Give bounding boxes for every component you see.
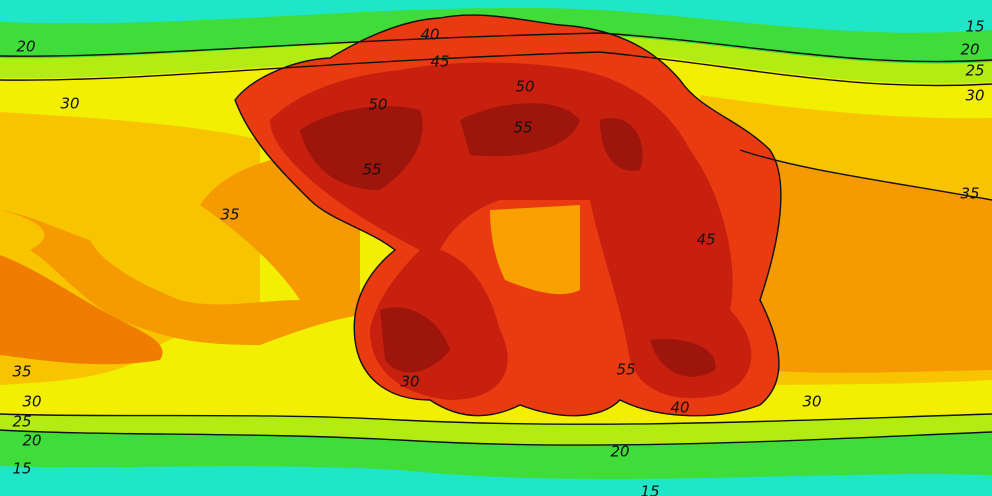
contour-label: 55 bbox=[362, 161, 381, 179]
contour-label: 30 bbox=[965, 87, 984, 105]
land-hottest bbox=[300, 103, 716, 377]
band-35-left bbox=[0, 150, 360, 345]
continent bbox=[234, 14, 782, 417]
contour-label: 50 bbox=[368, 96, 387, 114]
contour-label: 20 bbox=[22, 432, 41, 450]
contour-label: 55 bbox=[513, 119, 532, 137]
inland-sea bbox=[490, 205, 580, 295]
band-35-pocket bbox=[0, 255, 163, 365]
contour-label: 15 bbox=[640, 483, 659, 496]
contour-label: 20 bbox=[960, 41, 979, 59]
contour-label: 45 bbox=[696, 231, 715, 249]
contour-label: 35 bbox=[12, 363, 31, 381]
isolines bbox=[0, 32, 992, 446]
contour-label: 15 bbox=[965, 18, 984, 36]
contour-label: 30 bbox=[400, 373, 419, 391]
contour-label: 30 bbox=[60, 95, 79, 113]
contour-label: 30 bbox=[802, 393, 821, 411]
contour-label: 35 bbox=[220, 206, 239, 224]
contour-label: 20 bbox=[610, 443, 629, 461]
contour-label: 40 bbox=[420, 26, 439, 44]
contour-label: 35 bbox=[960, 185, 979, 203]
contour-label: 30 bbox=[22, 393, 41, 411]
contour-label: 25 bbox=[12, 413, 31, 431]
contour-label: 15 bbox=[12, 460, 31, 478]
contour-label: 20 bbox=[16, 38, 35, 56]
contour-labels: 1520253020303535404550505555453530252015… bbox=[12, 18, 984, 496]
contour-label: 40 bbox=[670, 399, 689, 417]
contour-label: 55 bbox=[616, 361, 635, 379]
contour-label: 50 bbox=[515, 78, 534, 96]
coastline bbox=[234, 14, 782, 417]
contour-label: 45 bbox=[430, 53, 449, 71]
contour-label: 25 bbox=[965, 62, 984, 80]
band-35-right bbox=[740, 150, 992, 373]
